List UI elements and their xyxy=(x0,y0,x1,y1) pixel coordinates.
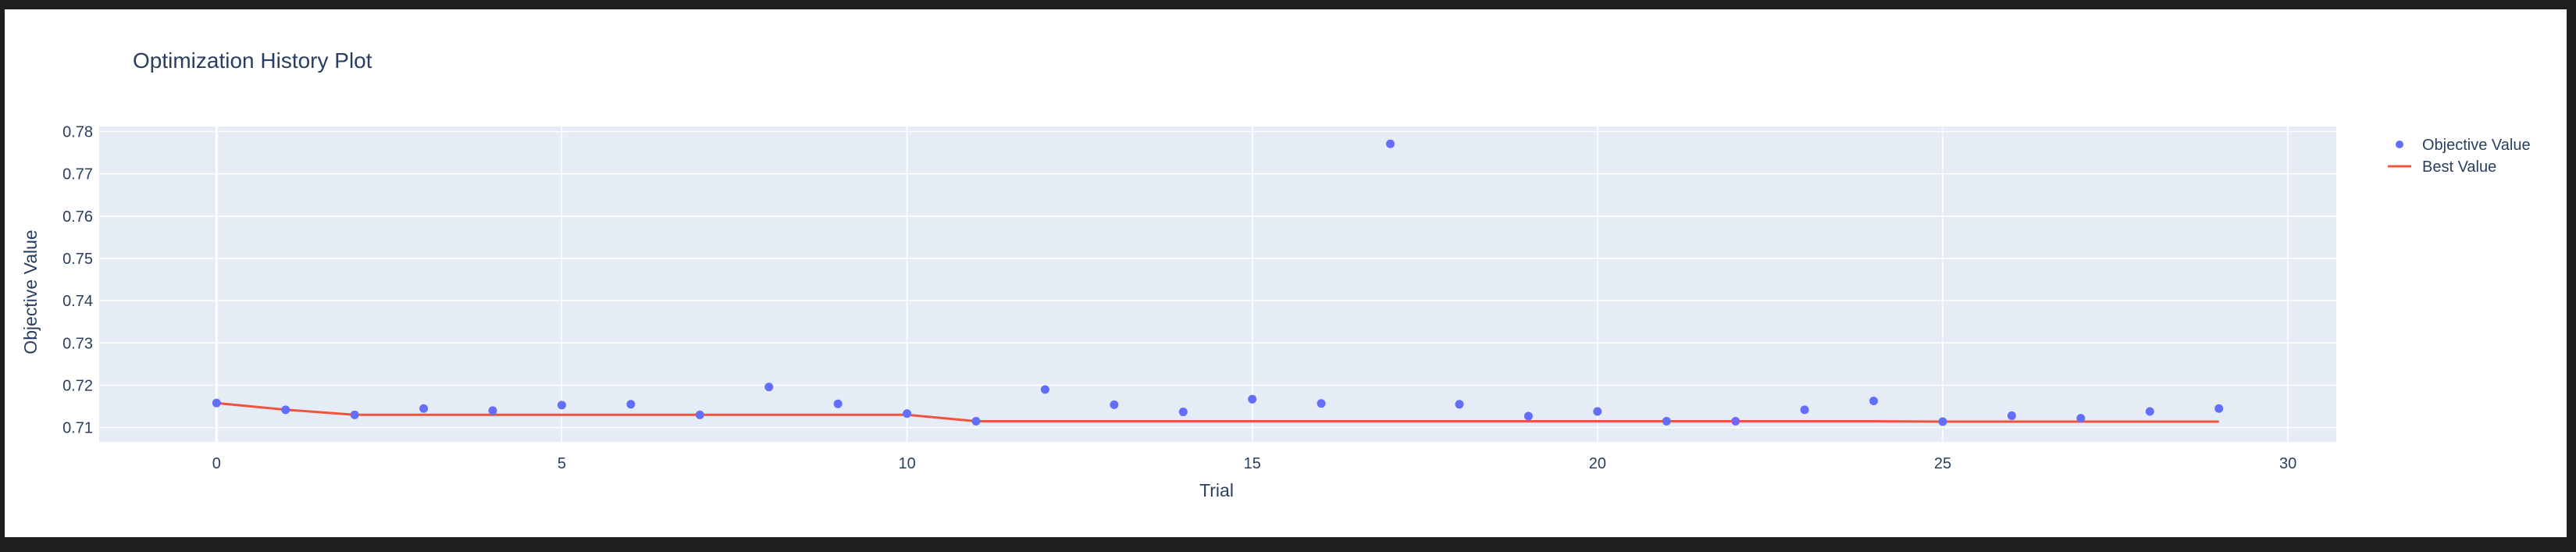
objective-point[interactable] xyxy=(1593,407,1602,416)
y-axis-title: Objective Value xyxy=(20,230,41,354)
x-tick-label: 30 xyxy=(2279,455,2296,472)
objective-point[interactable] xyxy=(695,410,704,419)
y-tick-label: 0.76 xyxy=(62,208,93,226)
y-tick-label: 0.72 xyxy=(62,377,93,394)
objective-point[interactable] xyxy=(350,410,359,419)
objective-point[interactable] xyxy=(1800,405,1809,415)
objective-point[interactable] xyxy=(626,400,636,409)
objective-point[interactable] xyxy=(1869,396,1879,405)
y-tick-label: 0.73 xyxy=(62,335,93,352)
objective-point[interactable] xyxy=(1040,385,1049,394)
legend-marker-objective xyxy=(2396,141,2403,148)
objective-point[interactable] xyxy=(1938,417,1947,426)
objective-point[interactable] xyxy=(2007,411,2016,420)
x-tick-label: 0 xyxy=(212,455,221,472)
objective-point[interactable] xyxy=(2214,404,2224,413)
objective-point[interactable] xyxy=(212,398,221,408)
chart-title: Optimization History Plot xyxy=(133,48,372,73)
objective-point[interactable] xyxy=(971,416,981,426)
objective-point[interactable] xyxy=(833,399,843,408)
legend-label-best: Best Value xyxy=(2422,158,2496,176)
y-tick-label: 0.78 xyxy=(62,123,93,141)
objective-point[interactable] xyxy=(1523,411,1533,421)
plot-area[interactable] xyxy=(99,126,2336,442)
objective-point[interactable] xyxy=(1317,399,1326,408)
optimization-history-chart: Optimization History Plot 0 5 10 15 20 25 30 0… xyxy=(20,48,2531,500)
objective-point[interactable] xyxy=(1248,394,1257,404)
y-gridlines xyxy=(99,130,2336,429)
objective-point[interactable] xyxy=(488,406,497,415)
legend-item-best-value[interactable]: Best Value xyxy=(2388,158,2496,176)
x-tick-label: 20 xyxy=(1589,455,1606,472)
objective-point[interactable] xyxy=(1386,139,1395,148)
objective-point[interactable] xyxy=(557,401,566,410)
objective-point[interactable] xyxy=(1455,400,1464,409)
objective-point[interactable] xyxy=(281,405,290,415)
legend: Objective Value Best Value xyxy=(2388,137,2531,176)
x-gridlines xyxy=(215,126,2289,442)
legend-label-objective: Objective Value xyxy=(2422,137,2531,154)
objective-value-points xyxy=(212,139,2224,426)
objective-point[interactable] xyxy=(2145,407,2154,416)
objective-point[interactable] xyxy=(419,404,429,413)
legend-item-objective-value[interactable]: Objective Value xyxy=(2396,137,2531,154)
x-tick-label: 25 xyxy=(1934,455,1951,472)
y-tick-label: 0.75 xyxy=(62,251,93,268)
objective-point[interactable] xyxy=(1178,408,1188,417)
y-tick-label: 0.71 xyxy=(62,420,93,437)
y-tick-label: 0.77 xyxy=(62,166,93,183)
x-tick-labels: 0 5 10 15 20 25 30 xyxy=(212,455,2296,472)
x-tick-label: 5 xyxy=(558,455,566,472)
y-tick-labels: 0.71 0.72 0.73 0.74 0.75 0.76 0.77 0.78 xyxy=(62,123,93,436)
x-axis-title: Trial xyxy=(1199,480,1234,500)
y-tick-label: 0.74 xyxy=(62,293,93,310)
objective-point[interactable] xyxy=(1662,416,1671,426)
x-tick-label: 15 xyxy=(1244,455,1261,472)
objective-point[interactable] xyxy=(903,409,912,418)
best-value-line[interactable] xyxy=(216,401,2219,423)
objective-point[interactable] xyxy=(2076,414,2086,423)
chart-container: Optimization History Plot 0 5 10 15 20 25 30 0… xyxy=(5,9,2567,537)
objective-point[interactable] xyxy=(764,383,774,392)
x-tick-label: 10 xyxy=(898,455,915,472)
objective-point[interactable] xyxy=(1110,400,1119,409)
objective-point[interactable] xyxy=(1731,416,1740,426)
